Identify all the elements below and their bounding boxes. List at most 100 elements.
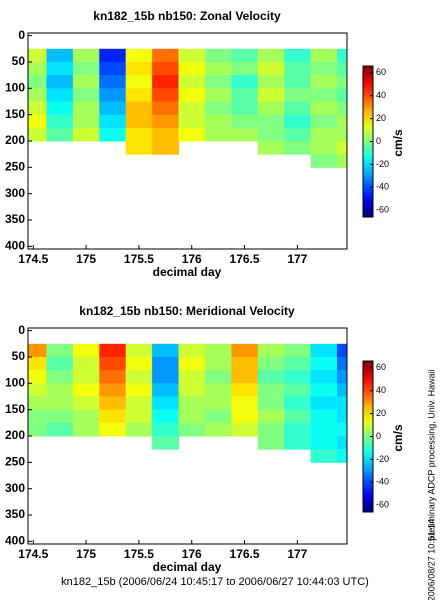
cell [152,114,180,129]
cell [28,370,47,384]
cell [204,48,232,63]
footer: kn182_15b (2006/06/24 10:45:17 to 2006/0… [61,576,369,588]
cell [336,114,347,129]
cell [125,48,153,63]
cell [28,75,47,89]
cell [284,436,312,450]
cell [99,101,127,116]
cell [178,114,206,129]
cell [231,61,259,76]
y-tick-label: 400 [5,239,25,253]
cell [284,127,312,142]
colorbar-tick-label: 0 [376,431,381,441]
cell [99,409,127,424]
cell [204,127,232,142]
cell [178,356,206,371]
cell [231,370,259,384]
cell [46,422,74,437]
cell [46,75,74,89]
cell [125,88,153,102]
cell [284,48,312,63]
cell [28,396,47,411]
x-tick-label: 176.5 [230,547,260,561]
cell [310,154,338,168]
cell [284,101,312,116]
x-axis-label: decimal day [153,560,222,574]
colorbar-label: cm/s [391,424,405,452]
cell [310,449,338,463]
y-tick-label: 50 [12,349,26,363]
cell [178,101,206,116]
cell [46,409,74,424]
cell [125,343,153,358]
cell [125,370,153,384]
cell [204,75,232,89]
cell [99,127,127,142]
cell [257,141,285,155]
cell [310,356,338,371]
cell [178,88,206,102]
cell [152,101,180,116]
cell [152,356,180,371]
cell [204,61,232,76]
cell [257,48,285,63]
cell [72,61,100,76]
cell [99,383,127,397]
colorbar-tick-label: -20 [376,159,389,169]
cell [336,141,347,155]
cell [28,422,47,437]
cell [72,88,100,102]
cell [257,409,285,424]
cell [125,61,153,76]
cell [72,356,100,371]
cell [204,356,232,371]
cell [257,88,285,102]
cell [46,396,74,411]
cell [99,396,127,411]
cell [46,101,74,116]
cell [152,422,180,437]
cell [125,141,153,155]
cell [336,422,347,437]
x-tick-label: 176 [182,252,202,266]
cell [72,114,100,129]
cell [28,48,47,63]
cell [125,409,153,424]
colorbar-tick-label: -20 [376,454,389,464]
colorbar-label: cm/s [391,129,405,157]
cell [72,383,100,397]
cell [257,343,285,358]
cell [231,343,259,358]
y-tick-label: 100 [5,375,25,389]
colorbar-tick-label: 40 [376,385,386,395]
cell [284,396,312,411]
cell [284,75,312,89]
cell [336,101,347,116]
x-tick-label: 177 [287,547,307,561]
cell [178,370,206,384]
y-tick-label: 50 [12,54,26,68]
cell [99,61,127,76]
cell [99,356,127,371]
cell [310,141,338,155]
y-tick-label: 300 [5,481,25,495]
cell [46,370,74,384]
colorbar-tick-label: 0 [376,136,381,146]
y-tick-label: 400 [5,534,25,548]
cell [310,422,338,437]
cell [284,141,312,155]
cell [72,101,100,116]
y-tick-label: 0 [18,323,25,337]
cell [99,422,127,437]
cell [257,75,285,89]
cell [310,48,338,63]
cell [336,154,347,168]
cell [178,383,206,397]
cells [28,343,347,463]
cell [72,75,100,89]
cell [125,101,153,116]
cell [336,449,347,463]
cell [310,75,338,89]
y-tick-label: 350 [5,212,25,226]
